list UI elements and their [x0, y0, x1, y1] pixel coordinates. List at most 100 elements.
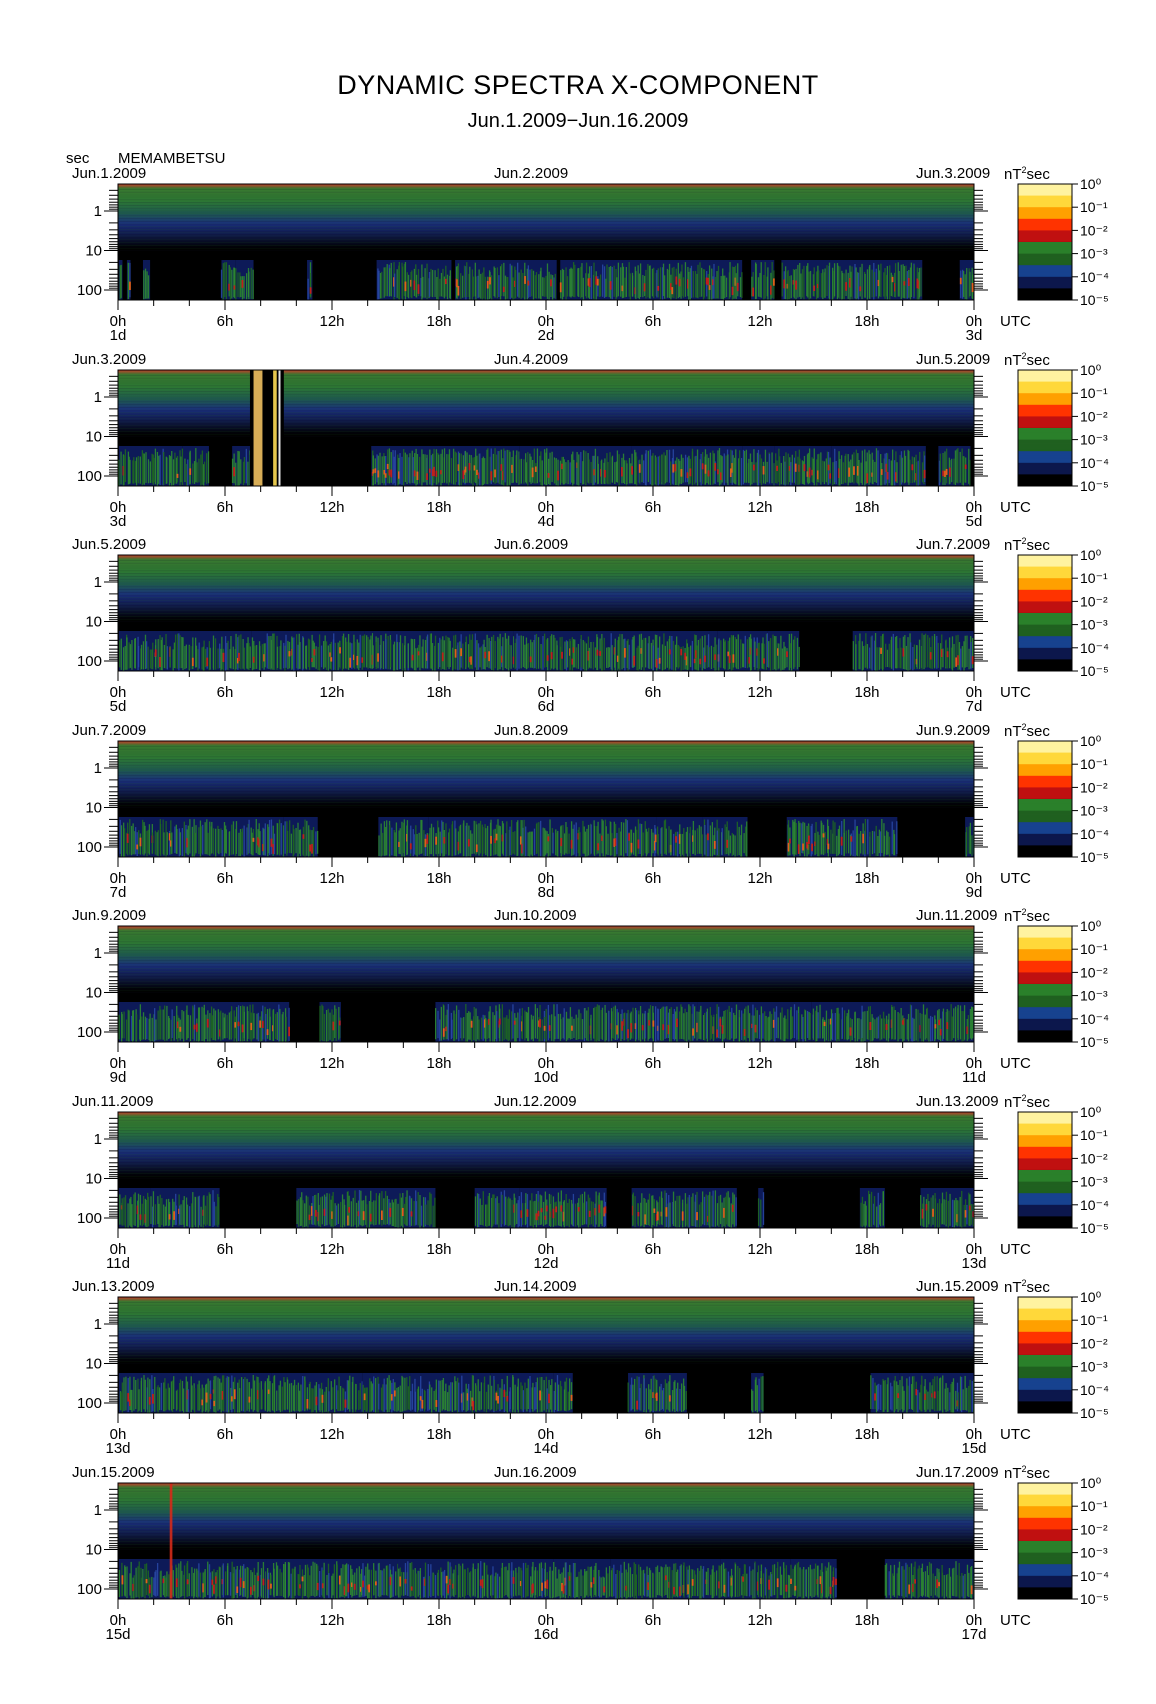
- colorbar-segment: [1018, 1181, 1072, 1194]
- x-tick-label: 12h: [747, 313, 772, 330]
- x-tick-label: 6h: [217, 1241, 234, 1258]
- colorbar-segment: [1018, 845, 1072, 858]
- y-tick-label: 1: [94, 389, 102, 406]
- colorbar-segment: [1018, 218, 1072, 231]
- day-label: 10d: [533, 1069, 558, 1086]
- colorbar-tick-label: 10⁻²: [1080, 1335, 1108, 1351]
- y-axis-ticks: [104, 931, 988, 1033]
- x-tick-label: 18h: [426, 313, 451, 330]
- day-label: 11d: [106, 1255, 130, 1272]
- colorbar-segment: [1018, 972, 1072, 985]
- colorbar-tick-label: 10⁻⁵: [1080, 663, 1109, 679]
- day-label: 5d: [966, 513, 983, 530]
- colorbar-segment: [1018, 230, 1072, 243]
- colorbar-segment: [1018, 1204, 1072, 1217]
- day-label: 12d: [533, 1255, 558, 1272]
- colorbar-tick-label: 10⁻⁴: [1080, 1197, 1109, 1213]
- day-label: 9d: [110, 1069, 127, 1086]
- colorbar-segment: [1018, 1389, 1072, 1402]
- panel-end-date: Jun.7.2009: [916, 536, 991, 553]
- x-tick-label: 12h: [319, 1612, 344, 1629]
- chart-title: DYNAMIC SPECTRA X-COMPONENT: [337, 70, 819, 100]
- colorbar-segment: [1018, 1506, 1072, 1519]
- colorbar-segment: [1018, 1494, 1072, 1507]
- colorbar-segment: [1018, 555, 1072, 568]
- colorbar-segment: [1018, 1331, 1072, 1344]
- colorbar-tick-label: 10⁻²: [1080, 964, 1108, 980]
- x-tick-label: 0h: [538, 1426, 555, 1443]
- y-tick-label: 1: [94, 945, 102, 962]
- colorbar-segment: [1018, 1378, 1072, 1391]
- colorbar-segment: [1018, 1216, 1072, 1229]
- x-tick-label: 0h: [538, 684, 555, 701]
- y-tick-label: 100: [77, 468, 102, 485]
- x-tick-label: 18h: [426, 1055, 451, 1072]
- y-tick-label: 10: [85, 800, 102, 817]
- colorbar-tick-label: 10⁻¹: [1080, 199, 1108, 215]
- x-tick-label: 18h: [426, 499, 451, 516]
- spectra-panel: Jun.13.2009 Jun.14.2009 Jun.15.2009 nT2sec 1…: [0, 1278, 1156, 1461]
- colorbar-segment: [1018, 1541, 1072, 1554]
- spectrogram-plot: [118, 926, 974, 1042]
- day-label: 15d: [961, 1440, 986, 1457]
- x-tick-label: 18h: [426, 870, 451, 887]
- x-tick-label: 6h: [217, 684, 234, 701]
- colorbar-tick-label: 10⁰: [1080, 1289, 1102, 1305]
- utc-label: UTC: [1000, 1055, 1031, 1072]
- x-axis-ticks: [117, 1413, 975, 1423]
- y-axis-unit: sec: [66, 150, 90, 167]
- colorbar-segment: [1018, 416, 1072, 429]
- x-tick-label: 12h: [747, 499, 772, 516]
- panel-end-date: Jun.15.2009: [916, 1278, 999, 1295]
- y-tick-label: 100: [77, 1395, 102, 1412]
- colorbar-unit: nT2sec: [1004, 351, 1050, 369]
- utc-label: UTC: [1000, 1426, 1031, 1443]
- colorbar-segment: [1018, 1146, 1072, 1159]
- x-tick-label: 12h: [747, 870, 772, 887]
- colorbar-segment: [1018, 578, 1072, 591]
- x-tick-label: 12h: [747, 1426, 772, 1443]
- x-tick-label: 0h: [110, 870, 127, 887]
- day-label: 9d: [966, 884, 983, 901]
- x-tick-label: 0h: [110, 1241, 127, 1258]
- colorbar-segment: [1018, 937, 1072, 950]
- panel-start-date: Jun.5.2009: [72, 536, 147, 553]
- colorbar-segment: [1018, 1112, 1072, 1125]
- x-tick-label: 0h: [110, 1612, 127, 1629]
- colorbar-segment: [1018, 589, 1072, 602]
- colorbar-segment: [1018, 242, 1072, 255]
- colorbar-segment: [1018, 1007, 1072, 1020]
- day-label: 5d: [110, 698, 127, 715]
- activity-layer: [118, 631, 974, 671]
- spectra-panel: Jun.11.2009 Jun.12.2009 Jun.13.2009 nT2sec 1…: [0, 1093, 1156, 1276]
- colorbar-segment: [1018, 288, 1072, 301]
- x-tick-label: 0h: [538, 499, 555, 516]
- x-tick-label: 12h: [319, 499, 344, 516]
- colorbar-tick-label: 10⁰: [1080, 1475, 1102, 1491]
- spectra-panel: Jun.5.2009 Jun.6.2009 Jun.7.2009 nT2sec 1 10 1…: [0, 536, 1156, 719]
- colorbar-tick-label: 10⁻⁴: [1080, 269, 1109, 285]
- colorbar-unit: nT2sec: [1004, 1464, 1050, 1482]
- colorbar-segment: [1018, 381, 1072, 394]
- colorbar-segment: [1018, 752, 1072, 765]
- x-tick-label: 0h: [966, 1241, 983, 1258]
- colorbar-tick-label: 10⁻¹: [1080, 1127, 1108, 1143]
- day-label: 11d: [962, 1069, 986, 1086]
- x-tick-label: 0h: [110, 1055, 127, 1072]
- x-tick-label: 6h: [645, 684, 662, 701]
- x-tick-label: 6h: [645, 499, 662, 516]
- x-tick-label: 0h: [966, 684, 983, 701]
- y-tick-label: 10: [85, 1171, 102, 1188]
- x-tick-label: 0h: [110, 1426, 127, 1443]
- x-tick-label: 6h: [645, 1055, 662, 1072]
- colorbar-segment: [1018, 1343, 1072, 1356]
- x-axis-ticks: [117, 1599, 975, 1609]
- panel-end-date: Jun.13.2009: [916, 1093, 999, 1110]
- day-label: 3d: [966, 327, 983, 344]
- colorbar-unit: nT2sec: [1004, 1093, 1050, 1111]
- activity-layer: [118, 1373, 974, 1413]
